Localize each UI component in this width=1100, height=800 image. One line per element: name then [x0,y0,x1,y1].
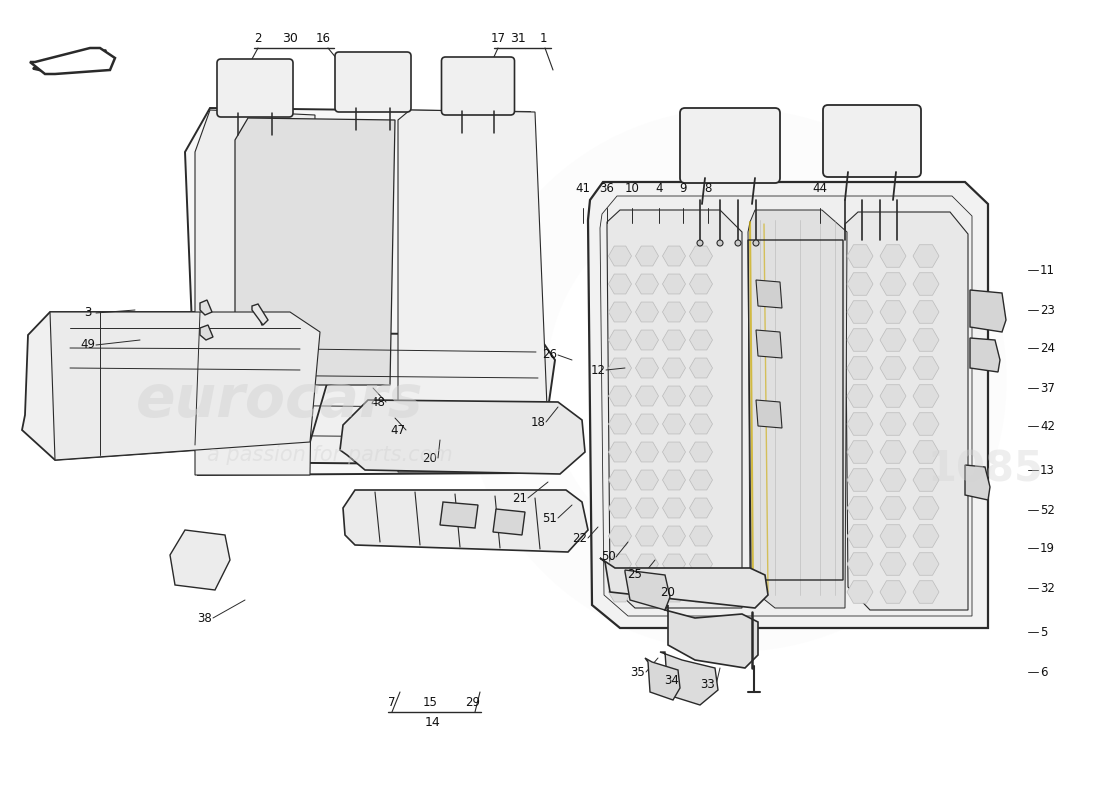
Text: 9: 9 [680,182,686,194]
Text: 37: 37 [1040,382,1055,394]
FancyBboxPatch shape [336,52,411,112]
Circle shape [754,240,759,246]
Text: 48: 48 [371,395,385,409]
Polygon shape [493,509,525,535]
FancyBboxPatch shape [680,108,780,183]
Polygon shape [343,490,588,552]
Text: 41: 41 [575,182,591,194]
Polygon shape [660,652,718,705]
Text: 1: 1 [539,31,547,45]
Polygon shape [340,400,585,474]
Text: 18: 18 [530,415,546,429]
Polygon shape [748,210,847,608]
Text: 5: 5 [1040,626,1047,638]
Circle shape [735,240,741,246]
Text: 38: 38 [198,611,212,625]
Polygon shape [22,312,328,460]
Polygon shape [625,570,670,610]
Polygon shape [30,48,116,74]
Text: 30: 30 [282,31,298,45]
Polygon shape [965,465,990,500]
Text: 33: 33 [701,678,715,691]
Polygon shape [756,400,782,428]
Text: 14: 14 [425,715,441,729]
Polygon shape [252,304,268,325]
Text: 47: 47 [390,423,406,437]
Text: 51: 51 [542,511,558,525]
Polygon shape [607,210,742,608]
Text: a passion for parts.com: a passion for parts.com [207,445,453,465]
Polygon shape [440,502,478,528]
Text: 21: 21 [513,491,528,505]
Text: 23: 23 [1040,303,1055,317]
Text: 3: 3 [85,306,91,319]
Polygon shape [600,558,768,608]
Text: 22: 22 [572,531,587,545]
Polygon shape [398,110,548,472]
Polygon shape [970,290,1007,332]
Polygon shape [666,605,758,668]
Text: 7: 7 [388,695,396,709]
Text: 31: 31 [510,31,526,45]
Text: 20: 20 [661,586,675,598]
Polygon shape [200,325,213,340]
Polygon shape [645,658,680,700]
Text: 4: 4 [656,182,662,194]
Polygon shape [235,118,395,385]
Text: 6: 6 [1040,666,1047,678]
Text: 44: 44 [813,182,827,194]
Polygon shape [170,530,230,590]
Text: 32: 32 [1040,582,1055,594]
Polygon shape [756,280,782,308]
Polygon shape [970,338,1000,372]
Text: 8: 8 [704,182,712,194]
Text: 20: 20 [422,451,438,465]
FancyBboxPatch shape [823,105,921,177]
Text: 29: 29 [465,695,481,709]
Text: 26: 26 [542,349,558,362]
Text: 42: 42 [1040,419,1055,433]
Polygon shape [200,300,212,315]
Text: 24: 24 [1040,342,1055,354]
Polygon shape [756,330,782,358]
Circle shape [717,240,723,246]
Polygon shape [195,110,315,475]
Text: 10: 10 [625,182,639,194]
Text: 11: 11 [1040,263,1055,277]
FancyBboxPatch shape [217,59,293,117]
FancyBboxPatch shape [441,57,515,115]
Polygon shape [600,196,972,616]
Text: 50: 50 [601,550,615,563]
Polygon shape [845,212,968,610]
Text: 1085: 1085 [927,449,1043,491]
Text: 34: 34 [664,674,680,686]
Polygon shape [588,182,988,628]
Polygon shape [50,312,320,460]
Text: 25: 25 [628,569,642,582]
Text: 49: 49 [80,338,96,351]
Polygon shape [185,332,556,465]
Text: 16: 16 [316,31,330,45]
Text: 52: 52 [1040,503,1055,517]
Text: 36: 36 [600,182,615,194]
Circle shape [697,240,703,246]
Text: 2: 2 [254,31,262,45]
Text: 12: 12 [591,363,605,377]
Text: 35: 35 [630,666,646,678]
Text: 13: 13 [1040,463,1055,477]
Text: 17: 17 [491,31,506,45]
Polygon shape [185,108,548,475]
Text: eurocars: eurocars [136,371,424,429]
Text: 15: 15 [422,695,438,709]
Text: 19: 19 [1040,542,1055,554]
